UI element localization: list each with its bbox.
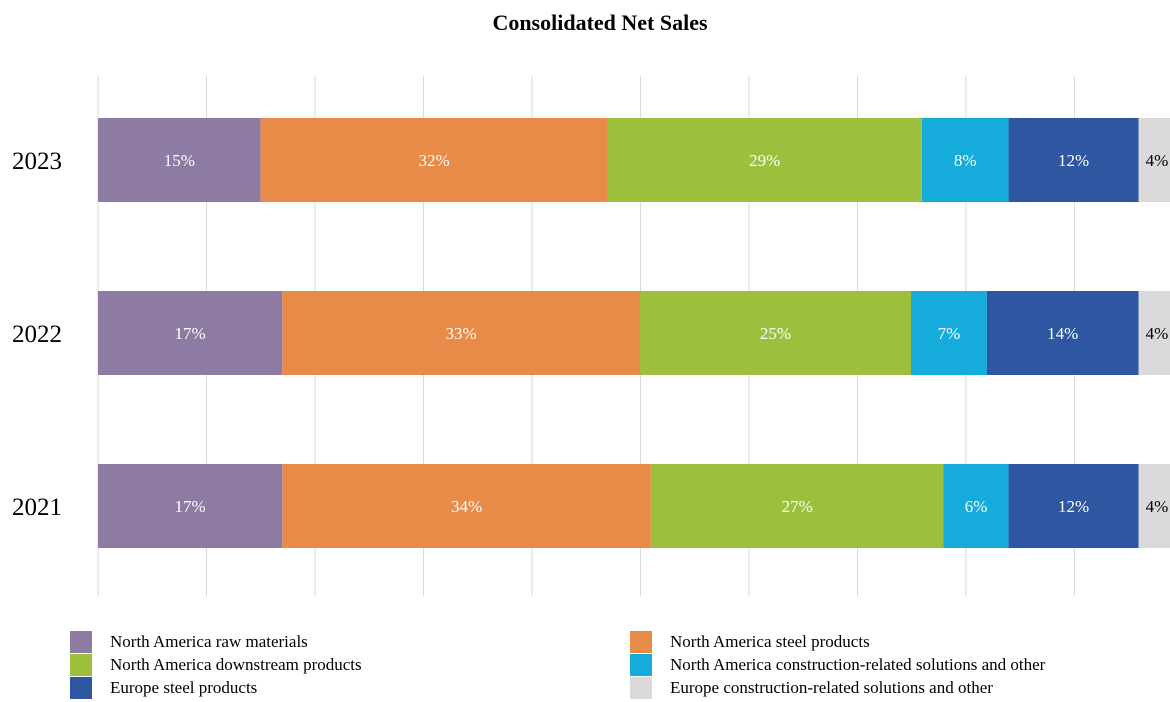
- legend-item: North America construction-related solut…: [630, 654, 1045, 676]
- bars: 15% 32% 29% 8% 12% 4% 17% 33% 25% 7% 14% 4% 17% 34% 27…: [98, 118, 1170, 548]
- bar-segment: [1008, 118, 1139, 202]
- bar-segment: [98, 464, 283, 548]
- legend-item: North America raw materials: [70, 631, 308, 653]
- data-label: 14%: [1047, 324, 1078, 343]
- bar-segment: [282, 464, 651, 548]
- data-label: 12%: [1058, 497, 1089, 516]
- bar-segment: [1138, 291, 1170, 375]
- legend-item: Europe construction-related solutions an…: [630, 677, 993, 699]
- legend-label: North America raw materials: [110, 632, 308, 651]
- data-label: 25%: [760, 324, 791, 343]
- data-label: 4%: [1146, 324, 1169, 343]
- bar-segment: [650, 464, 944, 548]
- category-label: 2022: [12, 321, 62, 348]
- data-label: 6%: [965, 497, 988, 516]
- bar-segment: [607, 118, 922, 202]
- bar-segment: [1138, 118, 1170, 202]
- legend-label: Europe steel products: [110, 678, 258, 697]
- data-label: 17%: [175, 497, 206, 516]
- legend-swatch: [70, 631, 92, 653]
- legend-label: North America downstream products: [110, 655, 362, 674]
- category-label: 2021: [12, 494, 62, 521]
- data-label: 4%: [1146, 151, 1169, 170]
- legend-swatch: [70, 654, 92, 676]
- bar-segment: [98, 118, 261, 202]
- bar-segment: [260, 118, 608, 202]
- data-label: 7%: [938, 324, 961, 343]
- data-label: 29%: [749, 151, 780, 170]
- data-label: 27%: [782, 497, 813, 516]
- legend-item: Europe steel products: [70, 677, 257, 699]
- bar-segment: [640, 291, 911, 375]
- legend-swatch: [70, 677, 92, 699]
- data-label: 34%: [451, 497, 482, 516]
- bar-segment: [98, 291, 283, 375]
- bar-segment: [921, 118, 1009, 202]
- bar-segment: [1008, 464, 1139, 548]
- bar-segment: [282, 291, 640, 375]
- category-label: 2023: [12, 148, 62, 175]
- legend-swatch: [630, 631, 652, 653]
- data-label: 8%: [954, 151, 977, 170]
- legend-swatch: [630, 677, 652, 699]
- data-label: 12%: [1058, 151, 1089, 170]
- bar-segment: [1138, 464, 1170, 548]
- data-label: 32%: [418, 151, 449, 170]
- legend: North America raw materials North America…: [0, 628, 1170, 702]
- legend-label: North America construction-related solut…: [670, 655, 1046, 674]
- chart-title: Consolidated Net Sales: [492, 10, 708, 35]
- legend-label: North America steel products: [670, 632, 870, 651]
- stacked-bar-chart: Consolidated Net Sales 15% 32% 29% 8% 12% 4%1…: [12, 10, 1170, 596]
- category-labels: 2023 2022 2021: [12, 148, 62, 521]
- bar-segment: [986, 291, 1139, 375]
- legend-item: North America steel products: [630, 631, 870, 653]
- legend-item: North America downstream products: [70, 654, 362, 676]
- bar-segment: [911, 291, 987, 375]
- data-label: 33%: [446, 324, 477, 343]
- data-label: 4%: [1146, 497, 1169, 516]
- data-label: 17%: [175, 324, 206, 343]
- data-label: 15%: [164, 151, 195, 170]
- legend-swatch: [630, 654, 652, 676]
- legend-label: Europe construction-related solutions an…: [670, 678, 993, 697]
- bar-segment: [943, 464, 1009, 548]
